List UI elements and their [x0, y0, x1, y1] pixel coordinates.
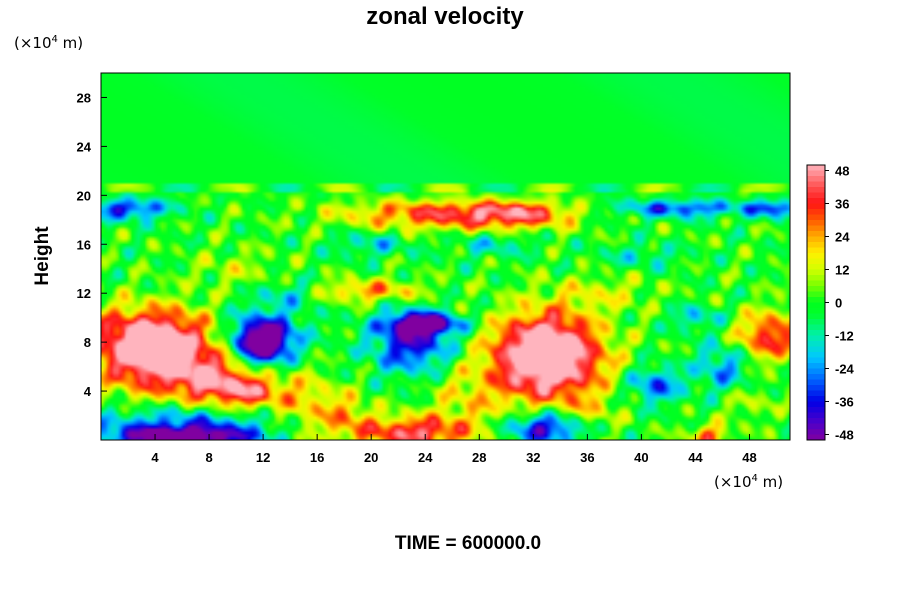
x-tick-label: 20 — [364, 450, 378, 465]
colorbar-swatch — [807, 401, 825, 408]
x-tick-label: 40 — [634, 450, 648, 465]
colorbar-swatch — [807, 379, 825, 386]
x-tick-label: 36 — [580, 450, 594, 465]
x-unit-prefix: (×10 — [714, 473, 752, 491]
colorbar-swatch — [807, 214, 825, 221]
x-tick-label: 44 — [688, 450, 703, 465]
colorbar-swatch — [807, 418, 825, 424]
colorbar-swatch — [807, 434, 825, 441]
colorbar-tick-label: 48 — [835, 164, 849, 179]
velocity-field — [101, 73, 790, 440]
y-unit-exponent: 4 — [52, 34, 58, 45]
colorbar-swatch — [807, 225, 825, 232]
x-tick-label: 48 — [742, 450, 756, 465]
y-tick-label: 4 — [84, 384, 92, 399]
colorbar-swatch — [807, 258, 825, 265]
colorbar-swatch — [807, 247, 825, 254]
colorbar-swatch — [807, 346, 825, 353]
y-tick-label: 12 — [77, 286, 91, 301]
x-tick-label: 4 — [151, 450, 159, 465]
colorbar-swatch — [807, 220, 825, 226]
colorbar-swatch — [807, 330, 825, 336]
y-tick-label: 24 — [77, 139, 92, 154]
plot-area — [100, 72, 791, 441]
y-tick-label: 20 — [77, 188, 91, 203]
colorbar-swatch — [807, 374, 825, 380]
y-unit-prefix: (×10 — [14, 34, 52, 52]
colorbar-tick-label: -48 — [835, 428, 854, 443]
colorbar-swatch — [807, 264, 825, 270]
plot-frame — [100, 72, 791, 441]
x-unit-exponent: 4 — [752, 473, 758, 484]
colorbar-swatch — [807, 170, 825, 177]
colorbar-swatch — [807, 297, 825, 303]
x-axis-unit: (×104 m) — [714, 473, 783, 491]
colorbar-swatch — [807, 363, 825, 369]
y-axis-label: Height — [32, 226, 53, 286]
colorbar-swatch — [807, 302, 825, 309]
x-tick-label: 12 — [256, 450, 270, 465]
colorbar-swatch — [807, 165, 825, 171]
x-tick-label: 24 — [418, 450, 433, 465]
chart-title: zonal velocity — [366, 3, 524, 30]
colorbar-swatch — [807, 176, 825, 182]
time-label: TIME = 600000.0 — [395, 533, 541, 554]
colorbar-swatch — [807, 275, 825, 281]
colorbar-swatch — [807, 390, 825, 397]
colorbar-swatch — [807, 368, 825, 375]
colorbar-swatch — [807, 203, 825, 210]
colorbar-swatch — [807, 341, 825, 347]
colorbar-swatch — [807, 280, 825, 287]
colorbar-swatch — [807, 429, 825, 435]
x-tick-label: 32 — [526, 450, 540, 465]
colorbar-swatch — [807, 308, 825, 314]
colorbar-tick-label: -24 — [835, 362, 855, 377]
x-tick-label: 28 — [472, 450, 486, 465]
colorbar-swatch — [807, 187, 825, 193]
x-axis-ticks: 4 8 12 16 20 24 28 32 36 40 44 48 — [151, 434, 757, 465]
y-axis-unit: (×104 m) — [14, 34, 83, 52]
y-tick-label: 16 — [77, 237, 91, 252]
colorbar-swatch — [807, 357, 825, 364]
y-unit-suffix: m) — [58, 34, 83, 52]
colorbar-tick-label: 12 — [835, 263, 849, 278]
x-tick-label: 8 — [205, 450, 212, 465]
x-tick-label: 16 — [310, 450, 324, 465]
y-axis-ticks: 4 8 12 16 20 24 28 — [77, 90, 107, 399]
colorbar-swatch — [807, 335, 825, 342]
colorbar-swatch — [807, 412, 825, 419]
colorbar-tick-label: 24 — [835, 230, 850, 245]
colorbar-swatch — [807, 396, 825, 402]
colorbar-swatch — [807, 423, 825, 430]
colorbar-tick-label: -36 — [835, 395, 854, 410]
colorbar-swatch — [807, 385, 825, 391]
colorbar-swatch — [807, 407, 825, 413]
colorbar-swatch — [807, 291, 825, 298]
x-unit-suffix: m) — [758, 473, 783, 491]
colorbar: 48 36 24 12 0 -12 -24 -36 -48 — [806, 164, 855, 443]
colorbar-tick-label: 0 — [835, 296, 842, 311]
colorbar-swatch — [807, 352, 825, 358]
colorbar-swatch — [807, 231, 825, 237]
colorbar-swatch — [807, 236, 825, 243]
colorbar-swatch — [807, 198, 825, 204]
colorbar-swatch — [807, 286, 825, 292]
colorbar-swatch — [807, 324, 825, 331]
colorbar-swatch — [807, 269, 825, 276]
colorbar-swatch — [807, 319, 825, 325]
colorbar-swatch — [807, 242, 825, 248]
colorbar-swatch — [807, 181, 825, 188]
colorbar-tick-label: 36 — [835, 197, 849, 212]
colorbar-swatch — [807, 253, 825, 259]
colorbar-swatch — [807, 313, 825, 320]
colorbar-tick-label: -12 — [835, 329, 854, 344]
y-tick-label: 8 — [84, 335, 91, 350]
y-tick-label: 28 — [77, 90, 91, 105]
colorbar-swatch — [807, 209, 825, 215]
colorbar-swatch — [807, 192, 825, 199]
